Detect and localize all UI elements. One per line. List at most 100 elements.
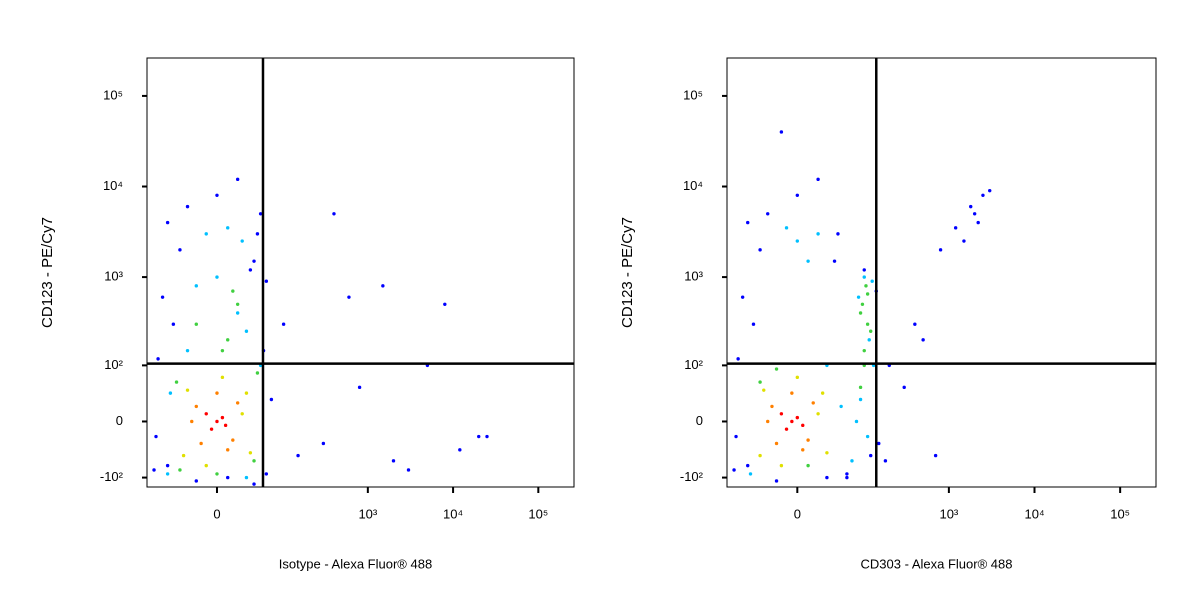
- event-dot: [858, 311, 863, 315]
- event-dot: [740, 295, 745, 299]
- x-tick-label: 10³: [939, 506, 958, 521]
- event-dot: [839, 404, 843, 409]
- event-dot: [248, 268, 253, 272]
- event-dot: [185, 388, 190, 392]
- event-dot: [856, 295, 861, 299]
- event-dot: [774, 367, 779, 371]
- event-dot: [758, 248, 762, 252]
- event-dot: [795, 375, 800, 380]
- event-dot: [933, 453, 938, 458]
- event-dot: [258, 212, 263, 216]
- event-dot: [220, 348, 225, 353]
- y-tick-label: 0: [696, 413, 703, 428]
- event-dot: [255, 371, 260, 375]
- event-dot: [220, 415, 225, 420]
- event-dot: [972, 212, 977, 216]
- event-dot: [240, 239, 244, 243]
- event-dot: [215, 419, 219, 424]
- event-dot: [235, 177, 240, 182]
- event-dot: [204, 463, 208, 468]
- event-dot: [806, 259, 810, 263]
- event-dot: [231, 438, 235, 442]
- event-dot: [381, 284, 385, 288]
- event-dot: [938, 248, 943, 252]
- event-dot: [264, 472, 269, 476]
- event-dot: [152, 468, 156, 472]
- plot-frame: [146, 57, 575, 488]
- event-dot: [865, 434, 870, 439]
- event-dot: [178, 248, 182, 252]
- event-dot: [226, 475, 230, 480]
- plot-frame: [726, 57, 1157, 488]
- event-dot: [988, 188, 992, 193]
- event-dot: [732, 468, 736, 472]
- y-tick-label: 10³: [104, 269, 123, 284]
- event-dot: [231, 289, 235, 293]
- event-dot: [795, 415, 800, 420]
- event-dot: [248, 451, 253, 455]
- event-dot: [154, 434, 158, 439]
- event-dot: [244, 475, 249, 480]
- event-dot: [215, 391, 219, 395]
- x-tick-label: 10⁵: [528, 506, 548, 521]
- event-dot: [443, 302, 447, 306]
- event-dot: [865, 292, 870, 296]
- event-dot: [774, 479, 779, 483]
- event-dot: [862, 348, 866, 353]
- event-dot: [953, 226, 958, 230]
- event-dot: [174, 380, 179, 384]
- event-dot: [862, 275, 866, 279]
- event-dot: [406, 468, 411, 472]
- event-dot: [869, 329, 873, 333]
- event-dot: [860, 302, 865, 306]
- event-dot: [235, 302, 240, 306]
- y-tick-label: 10⁴: [103, 178, 123, 193]
- event-dot: [811, 401, 815, 405]
- y-tick-label: 10⁴: [683, 178, 703, 193]
- event-dot: [332, 212, 336, 216]
- event-dot: [252, 459, 256, 463]
- event-dot: [190, 419, 194, 424]
- event-dot: [981, 193, 985, 197]
- event-dot: [171, 322, 176, 326]
- event-dot: [858, 385, 863, 390]
- event-dot: [779, 463, 784, 468]
- y-tick-label: -10²: [680, 469, 704, 484]
- event-dot: [832, 259, 837, 263]
- x-axis-label: CD303 - Alexa Fluor® 488: [861, 556, 1013, 571]
- event-dot: [862, 268, 866, 272]
- event-dot: [770, 404, 774, 409]
- y-tick-label: 10⁵: [683, 87, 703, 102]
- y-tick-label: 10³: [684, 269, 703, 284]
- event-dot: [864, 284, 868, 288]
- event-dot: [902, 385, 906, 390]
- x-tick-label: 10⁵: [1110, 506, 1130, 521]
- event-dot: [779, 130, 784, 134]
- y-axis-label: CD123 - PE/Cy7: [619, 217, 636, 328]
- event-dot: [264, 279, 269, 283]
- event-dot: [252, 482, 256, 486]
- event-dot: [962, 239, 966, 243]
- event-dot: [877, 441, 881, 446]
- x-tick-label: 0: [794, 506, 801, 521]
- event-dot: [178, 468, 182, 472]
- event-dot: [762, 388, 766, 392]
- event-dot: [194, 479, 198, 483]
- event-dot: [779, 412, 784, 416]
- y-tick-label: 10²: [684, 357, 703, 372]
- x-tick-label: 10⁴: [1024, 506, 1044, 521]
- event-dot: [240, 412, 244, 416]
- event-dot: [160, 295, 165, 299]
- x-tick-label: 10⁴: [443, 506, 463, 521]
- event-dot: [391, 459, 396, 463]
- event-dot: [854, 419, 859, 424]
- event-dot: [199, 441, 203, 446]
- event-dot: [784, 226, 789, 230]
- event-dot: [347, 295, 351, 299]
- event-dot: [921, 338, 925, 342]
- event-dot: [758, 380, 762, 384]
- event-dot: [223, 423, 228, 428]
- event-dot: [795, 239, 800, 243]
